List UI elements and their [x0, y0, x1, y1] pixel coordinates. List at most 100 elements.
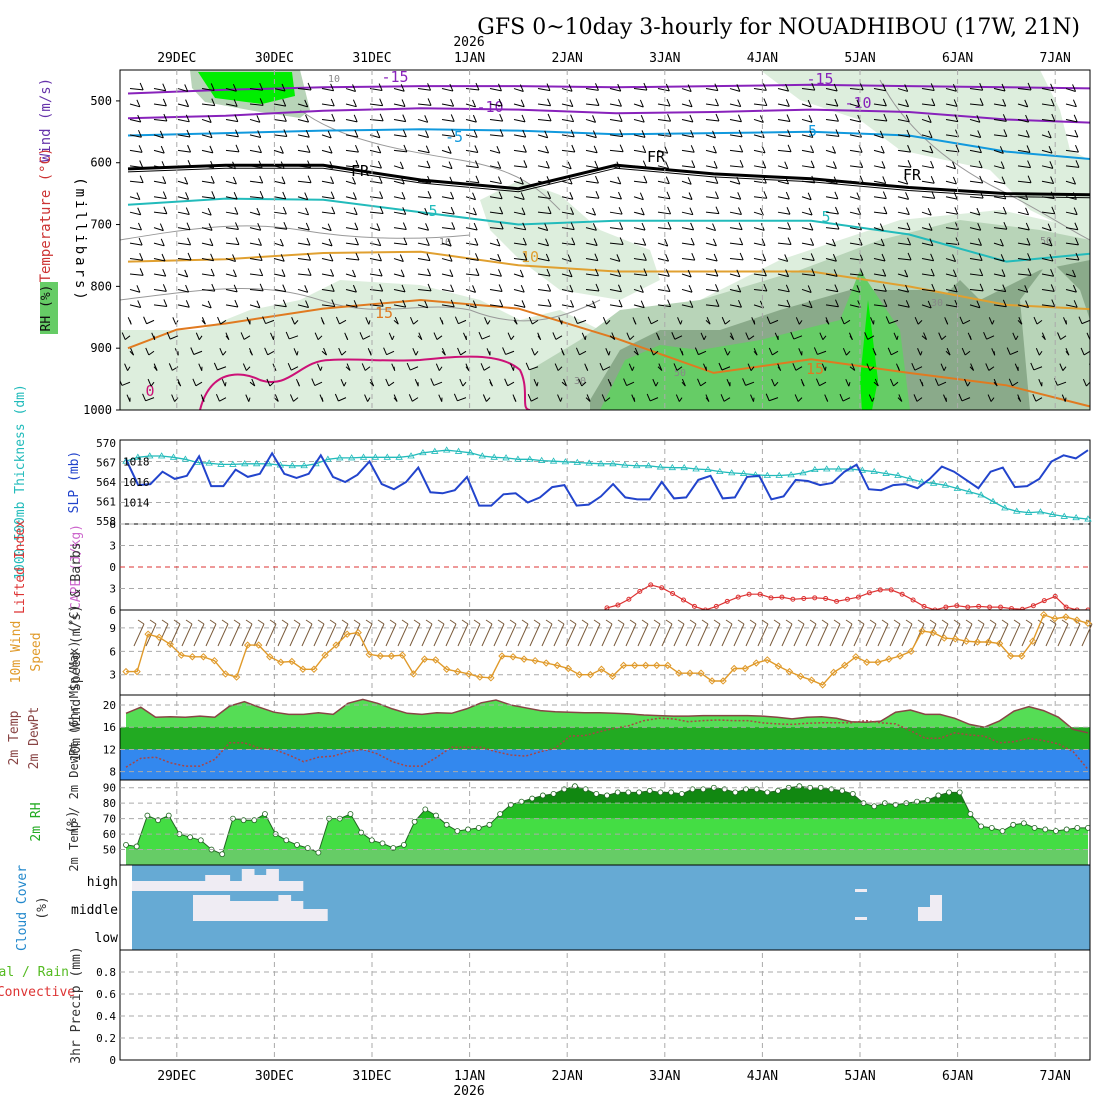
surface-barb-shaft: [637, 623, 649, 647]
wind-speed-marker: [962, 637, 971, 645]
wind-speed-marker: [829, 668, 838, 677]
barb-flag: [1059, 363, 1064, 371]
barb-shaft: [438, 366, 443, 371]
barb-flag: [187, 252, 192, 261]
barb-shaft: [393, 134, 407, 138]
barb-shaft: [1065, 196, 1077, 200]
barb-shaft: [267, 350, 275, 356]
barb-shaft: [436, 335, 443, 340]
barb-shaft: [465, 118, 477, 123]
date-label-bottom-2JAN: 2JAN: [552, 1069, 583, 1084]
barb-flag: [1050, 98, 1055, 107]
barb-flag: [632, 317, 637, 325]
thickness-marker: [288, 461, 296, 469]
cloud-high-clear: [217, 875, 231, 891]
surface-barb-flag: [329, 619, 337, 625]
barb-flag: [383, 347, 388, 355]
barb-shaft: [681, 227, 694, 231]
thickness-marker: [929, 479, 938, 486]
date-label-top-5JAN: 5JAN: [844, 51, 875, 66]
barb-shaft: [177, 227, 191, 231]
barb-shaft: [777, 288, 790, 293]
barb-shaft: [1041, 118, 1055, 122]
surface-barb-shaft: [769, 623, 781, 647]
barb-flag: [314, 332, 319, 340]
thickness-marker: [727, 469, 736, 476]
thickness-tick-label: 558: [96, 515, 116, 528]
barb-shaft: [393, 227, 407, 231]
thickness-marker: [1036, 508, 1045, 515]
barb-shaft: [849, 196, 861, 201]
barb-shaft: [633, 258, 647, 261]
barb-shaft: [153, 288, 167, 292]
barb-shaft: [537, 304, 552, 307]
barb-flag: [842, 347, 847, 356]
surface-barb-shaft: [781, 623, 793, 647]
cloud-marker-6jan-mid: [918, 895, 942, 921]
barb-shaft: [993, 273, 1006, 277]
precip-tick-label: 0.2: [96, 1032, 116, 1045]
barb-flag: [520, 284, 525, 293]
barb-flag: [545, 253, 550, 262]
barb-flag: [162, 176, 167, 184]
barb-flag: [498, 191, 503, 199]
barb-flag: [208, 130, 213, 138]
barb-shaft: [243, 335, 251, 340]
barb-flag: [690, 222, 695, 231]
wind-speed-marker: [852, 653, 860, 661]
barb-shaft: [201, 196, 215, 199]
barb-flag: [618, 284, 622, 292]
barb-shaft: [222, 350, 227, 356]
barb-shaft: [417, 149, 430, 154]
wind-speed-marker: [597, 665, 606, 673]
barb-shaft: [871, 397, 875, 402]
barb-flag: [459, 378, 464, 387]
barb-shaft: [921, 211, 932, 216]
barb-flag: [713, 161, 718, 169]
barb-shaft: [537, 118, 552, 122]
barb-flag: [547, 98, 552, 106]
barb-shaft: [1065, 242, 1079, 246]
barb-shaft: [201, 88, 215, 91]
surface-barb-shaft: [697, 623, 709, 647]
barb-flag: [439, 317, 444, 325]
barb-flag: [619, 144, 624, 152]
barb-flag: [160, 238, 165, 247]
barb-flag: [800, 378, 805, 387]
barb-shaft: [345, 180, 356, 185]
barb-flag: [393, 394, 398, 402]
wind-speed-marker: [266, 653, 274, 661]
lifted-index-marker: [757, 591, 763, 597]
barb-shaft: [441, 227, 455, 230]
barb-flag: [931, 98, 936, 106]
barb-shaft: [825, 242, 836, 247]
surface-barb-shaft: [793, 623, 805, 647]
surface-barb-shaft: [997, 623, 1009, 647]
barb-flag: [259, 190, 264, 199]
barb-shaft: [657, 227, 672, 230]
barb-flag: [979, 268, 984, 276]
barb-flag: [808, 115, 813, 123]
barb-shaft: [417, 180, 431, 184]
surface-barb-shaft: [877, 623, 889, 647]
barb-shaft: [321, 134, 332, 139]
barb-shaft: [513, 211, 526, 216]
barb-flag: [687, 84, 692, 92]
barb-flag: [666, 284, 671, 292]
barb-flag: [928, 130, 933, 138]
surface-barb-shaft: [265, 623, 277, 647]
barb-flag: [738, 300, 742, 308]
barb-flag: [307, 82, 312, 91]
lifted-index-marker: [659, 585, 665, 591]
barb-flag: [498, 98, 503, 107]
barb-flag: [400, 84, 405, 92]
wind-speed-marker: [420, 655, 429, 663]
barb-flag: [352, 269, 357, 278]
barb-flag: [338, 347, 343, 356]
barb-shaft: [339, 319, 347, 325]
year-label-bottom: 2026: [453, 1084, 484, 1099]
surface-barb-flag: [269, 619, 277, 625]
barb-shaft: [321, 118, 335, 122]
barb-shaft: [1041, 242, 1053, 247]
barb-flag: [739, 144, 744, 153]
